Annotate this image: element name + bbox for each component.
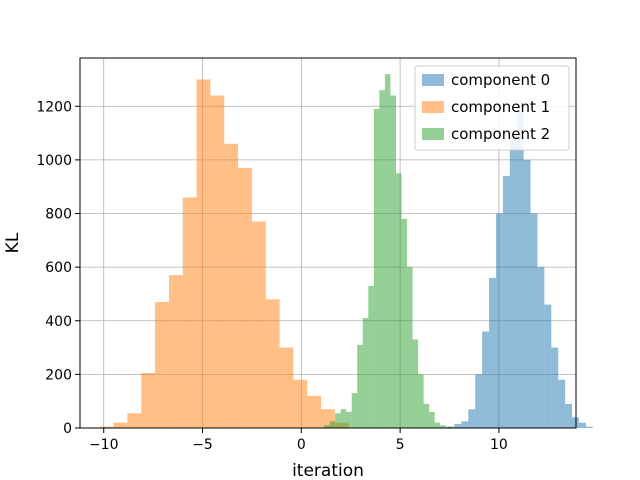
histogram-bar (127, 413, 142, 428)
histogram-bar (551, 347, 559, 428)
histogram-bar (182, 197, 197, 428)
y-tick-label: 1200 (36, 99, 72, 115)
y-axis-label: KL (3, 232, 23, 253)
histogram-bar (307, 395, 322, 428)
legend-label: component 1 (451, 98, 550, 116)
histogram-bar (196, 79, 211, 428)
legend: component 0 component 1 component 2 (414, 65, 570, 151)
histogram-bars (99, 74, 593, 429)
histogram-bar (340, 409, 347, 428)
series-2-bars (324, 74, 452, 429)
histogram-bar (423, 403, 430, 428)
histogram-bar (434, 422, 441, 428)
histogram-bar (368, 285, 374, 428)
x-tick-label: 0 (297, 437, 306, 453)
histogram-bar (537, 267, 545, 428)
histogram-bar (373, 108, 380, 429)
legend-swatch (422, 101, 444, 113)
histogram-bar (495, 213, 503, 428)
histogram-bar (585, 426, 593, 428)
y-tick-label: 0 (63, 421, 72, 437)
histogram-bar (468, 409, 476, 428)
histogram-bar (502, 175, 510, 428)
histogram-bar (440, 425, 446, 428)
y-tick-label: 1000 (36, 153, 72, 169)
histogram-bar (412, 339, 419, 428)
y-tick-label: 800 (45, 207, 72, 223)
histogram-bar (429, 411, 435, 428)
histogram-bar (544, 304, 552, 428)
axis-ticks: −10 −5 0 5 10 0 200 400 600 800 1000 1200 (36, 99, 507, 453)
histogram-bar (418, 374, 424, 428)
histogram-bar (395, 173, 402, 428)
histogram-bar (168, 275, 183, 428)
histogram-bar (390, 95, 396, 429)
y-tick-label: 400 (45, 314, 72, 330)
histogram-bar (141, 373, 156, 428)
y-tick-label: 200 (45, 367, 72, 383)
histogram-bar (335, 413, 341, 428)
x-tick-label: 10 (490, 437, 508, 453)
legend-box (414, 65, 570, 151)
y-tick-label: 600 (45, 260, 72, 276)
histogram-bar (324, 425, 330, 428)
histogram-bar (516, 111, 524, 428)
histogram-bar (357, 344, 363, 428)
series-1-bars (99, 79, 349, 429)
histogram-bar (113, 422, 128, 428)
histogram-bar (489, 277, 496, 428)
histogram-bar (454, 423, 462, 428)
histogram-bar (224, 143, 239, 428)
histogram-bar (401, 218, 408, 428)
histogram-bar (329, 421, 336, 428)
histogram-bar (251, 221, 266, 428)
histogram-bar (565, 403, 573, 428)
histogram-bar (407, 267, 413, 428)
histogram-bar (362, 318, 369, 428)
histogram-bar (210, 95, 225, 429)
histogram-bar (346, 411, 352, 428)
histogram-bar (155, 301, 169, 428)
histogram-bar (530, 213, 538, 428)
histogram-bar (351, 393, 358, 428)
legend-label: component 2 (451, 125, 550, 143)
legend-swatch (422, 74, 444, 86)
legend-label: component 0 (451, 71, 550, 89)
histogram-bar (509, 133, 517, 429)
histogram-bar (265, 299, 280, 428)
x-tick-label: −5 (192, 437, 213, 453)
histogram-bar (384, 74, 391, 428)
x-tick-label: −10 (89, 437, 119, 453)
series-0-bars (447, 111, 593, 429)
histogram-bar (558, 379, 566, 428)
histogram-bar (461, 421, 469, 428)
x-axis-label: iteration (292, 461, 364, 480)
histogram-bar (475, 374, 483, 428)
histogram-bar (578, 422, 586, 428)
histogram-bar (238, 167, 252, 428)
histogram-bar (279, 347, 294, 428)
x-tick-label: 5 (396, 437, 405, 453)
histogram-bar (523, 159, 531, 428)
histogram-bar (99, 426, 114, 428)
histogram-bar (293, 379, 308, 428)
histogram-bar (379, 90, 385, 428)
histogram-bar (482, 331, 490, 428)
plot-frame (79, 57, 577, 429)
legend-swatch (422, 128, 444, 140)
histogram-bar (445, 426, 452, 428)
